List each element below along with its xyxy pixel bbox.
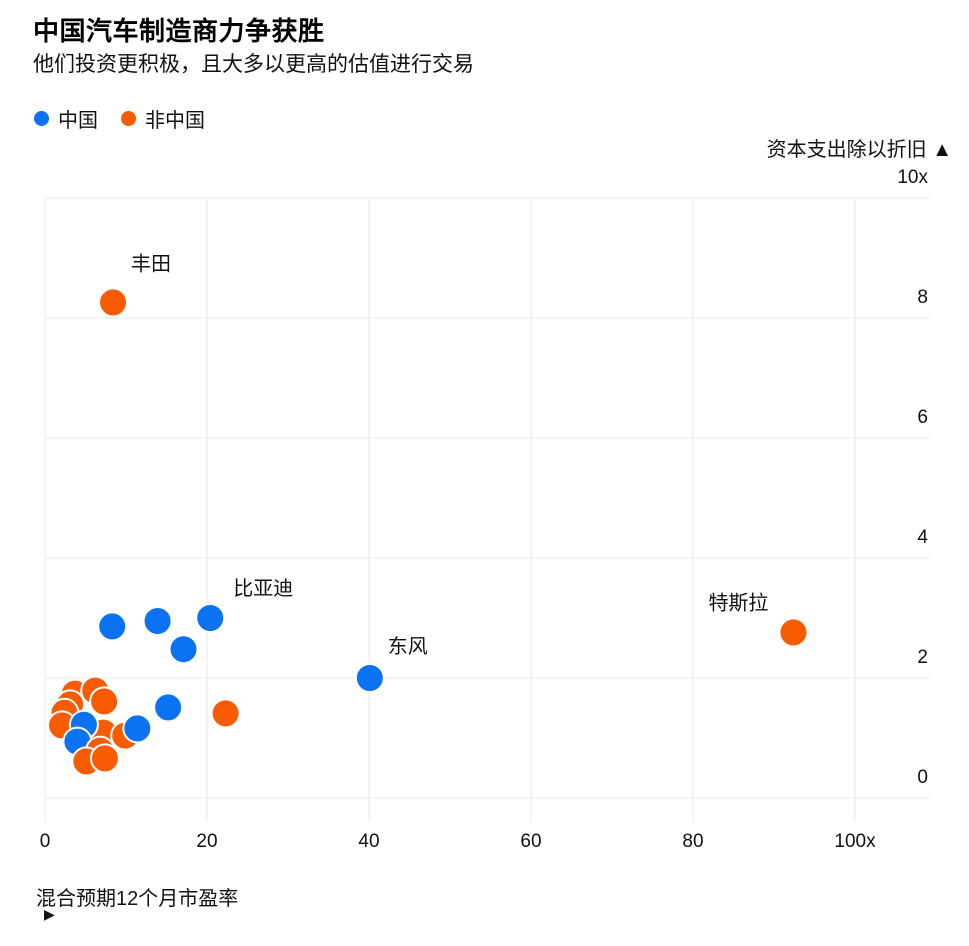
x-tick-label-0: 0 (40, 831, 51, 852)
x-axis-arrow-icon: ▶ (44, 906, 55, 922)
x-tick-label-100: 100x (834, 831, 876, 852)
point-中国-5 (153, 692, 184, 723)
point-中国-比亚迪 (195, 603, 226, 633)
point-非中国-13 (89, 743, 120, 774)
y-tick-label-4: 4 (917, 527, 928, 548)
x-tick-label-80: 80 (682, 831, 703, 852)
x-axis-title: 混合预期12个月市盈率 (36, 888, 239, 910)
y-tick-label-10: 10x (897, 167, 928, 188)
point-非中国-丰田 (98, 287, 129, 318)
legend-label: 中国 (58, 110, 98, 132)
point-label-比亚迪: 比亚迪 (233, 577, 293, 600)
point-中国-6 (122, 713, 153, 744)
x-tick-label-40: 40 (358, 831, 379, 852)
point-非中国-特斯拉 (778, 617, 809, 648)
point-label-丰田: 丰田 (131, 252, 171, 275)
point-非中国-5 (89, 686, 120, 717)
legend-label: 非中国 (145, 110, 205, 132)
legend-dot-icon (121, 111, 136, 126)
point-中国-1 (142, 606, 173, 636)
legend-dot-icon (34, 111, 49, 126)
point-label-东风: 东风 (388, 635, 428, 658)
chart-title: 中国汽车制造商力争获胜 (33, 16, 325, 46)
legend-item-非中国: 非中国 (121, 104, 205, 133)
point-label-特斯拉: 特斯拉 (708, 591, 768, 614)
point-中国-3 (168, 634, 199, 665)
y-tick-label-8: 8 (917, 287, 928, 308)
point-中国-东风 (354, 663, 385, 693)
y-tick-label-6: 6 (917, 407, 928, 428)
y-tick-label-0: 0 (917, 767, 928, 788)
y-tick-label-2: 2 (917, 647, 928, 668)
chart-subtitle: 他们投资更积极，且大多以更高的估值进行交易 (33, 53, 474, 76)
x-tick-label-20: 20 (196, 831, 217, 852)
legend: 中国 非中国 (34, 104, 205, 133)
point-非中国-2 (210, 698, 241, 729)
x-tick-label-60: 60 (520, 831, 541, 852)
y-axis-title: 资本支出除以折旧 ▲ (766, 139, 952, 161)
point-中国-0 (97, 611, 128, 642)
legend-item-中国: 中国 (34, 104, 98, 133)
